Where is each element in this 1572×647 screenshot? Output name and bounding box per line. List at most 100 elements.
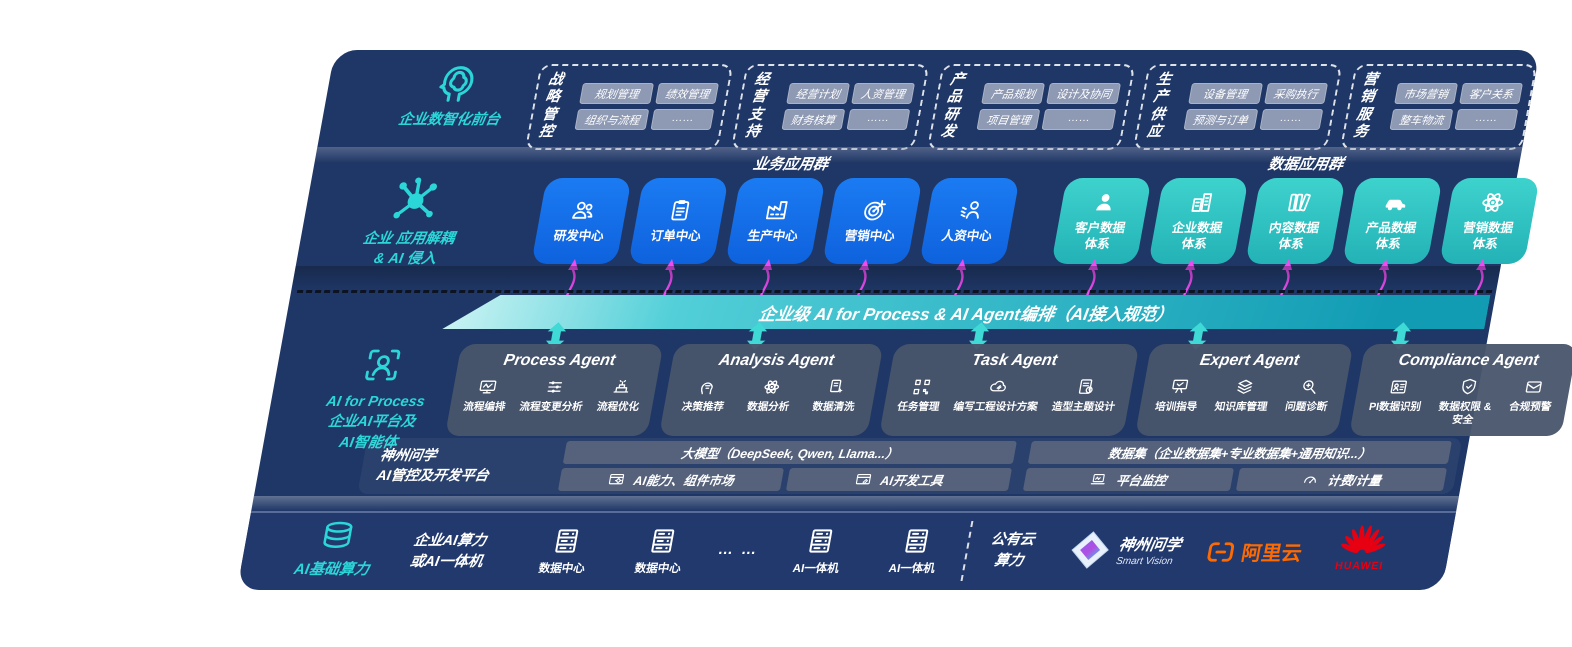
data-box-product: 产品数据 体系 xyxy=(1342,178,1443,264)
compute-band: AI基础算力 企业AI算力 或AI一体机 数据中心 数据中心 … … AI一体机… xyxy=(236,511,1457,590)
pill: 规划管理 xyxy=(579,83,655,105)
cloud-edit-icon xyxy=(987,377,1011,397)
group-pills: 产品规划 设计及协同 项目管理 …… xyxy=(976,83,1122,131)
app-box-production-center: 生产中心 xyxy=(725,178,826,264)
pill: …… xyxy=(1258,109,1323,131)
orchestration-band-label: 企业级 AI for Process & AI Agent编排（AI接入规范） xyxy=(757,304,1175,324)
front-office-groups: 战略 管控 规划管理 绩效管理 组织与流程 …… 经营 支持 经营计划 人资管理… xyxy=(524,64,1538,150)
agent-item: 流程编排 xyxy=(462,377,511,414)
huawei-flower-icon xyxy=(1341,525,1386,554)
front-office-label: 企业数智化前台 xyxy=(397,112,502,128)
data-box-label: 内容数据 体系 xyxy=(1267,221,1321,251)
pill: 产品规划 xyxy=(981,83,1046,105)
aliyun-label: 阿里云 xyxy=(1239,543,1304,565)
data-box-customer: 客户数据 体系 xyxy=(1051,178,1152,264)
data-box-label: 客户数据 体系 xyxy=(1073,221,1127,251)
workflow-board-icon xyxy=(476,377,500,397)
molecule-icon xyxy=(321,174,510,226)
agent-title: Expert Agent xyxy=(1198,352,1301,369)
design-doc-icon xyxy=(1075,377,1099,397)
pill: 绩效管理 xyxy=(655,83,720,105)
agent-title: Task Agent xyxy=(970,352,1059,369)
pill: 客户关系 xyxy=(1459,83,1523,105)
agent-title: Analysis Agent xyxy=(717,352,836,369)
dataset-bar: 数据集（企业数据集+专业数据集+通用知识...） xyxy=(1027,441,1452,464)
pill: 预测与订单 xyxy=(1182,109,1258,131)
scan-person-icon xyxy=(286,344,479,386)
server-icon xyxy=(803,526,838,556)
agent-task: Task Agent 任务管理 编写工程设计方案 造型主题设计 xyxy=(878,344,1140,437)
devtools-bar: AI开发工具 xyxy=(785,468,1013,491)
sliders-icon xyxy=(543,377,567,397)
building-icon xyxy=(1186,189,1218,216)
group-pills: 规划管理 绩效管理 组织与流程 …… xyxy=(574,83,720,131)
agent-item: 数据权限 & 安全 xyxy=(1435,377,1496,426)
agent-item: 培训指导 xyxy=(1154,377,1203,414)
pill: 人资管理 xyxy=(850,83,915,105)
diagnosis-icon xyxy=(1298,377,1322,397)
pill: …… xyxy=(846,109,911,131)
agent-item: 合规预警 xyxy=(1508,377,1557,414)
smartvision-logo: 神州问学 Smart Vision xyxy=(1067,530,1184,570)
business-apps-title: 业务应用群 xyxy=(751,156,830,173)
updown-arrow xyxy=(542,321,569,351)
alert-mail-icon xyxy=(1522,377,1546,397)
pill: 项目管理 xyxy=(976,109,1041,131)
smartvision-diamond-icon xyxy=(1071,531,1109,569)
agent-item: 造型主题设计 xyxy=(1051,377,1121,414)
platform-left-group: 大模型（DeepSeek, Qwen, Llama...） AI能力、组件市场 … xyxy=(557,441,1017,491)
agent-item: 数据清洗 xyxy=(811,377,860,414)
app-box-order-center: 订单中心 xyxy=(628,178,729,264)
group-title: 产品 研发 xyxy=(939,72,967,141)
pill: …… xyxy=(650,109,715,131)
app-box-hr-center: 人资中心 xyxy=(919,178,1020,264)
training-icon xyxy=(1168,377,1192,397)
aliyun-bracket-icon xyxy=(1207,541,1235,562)
updown-arrow xyxy=(743,321,770,351)
pill: 市场营销 xyxy=(1394,83,1458,105)
clipboard-icon xyxy=(664,197,696,224)
atom-analysis-icon xyxy=(760,377,784,397)
updown-arrow xyxy=(965,321,992,351)
agent-compliance: Compliance Agent PI数据识别 数据权限 & 安全 合规预警 xyxy=(1348,344,1572,437)
agent-process: Process Agent 流程编排 流程变更分析 流程优化 xyxy=(444,344,664,437)
market-icon xyxy=(606,471,626,488)
customer-icon xyxy=(1089,189,1121,216)
billing-bar: 计费/计量 xyxy=(1235,468,1448,491)
task-grid-icon xyxy=(910,377,934,397)
data-box-content: 内容数据 体系 xyxy=(1245,178,1346,264)
data-clean-icon xyxy=(825,377,849,397)
data-box-label: 产品数据 体系 xyxy=(1364,221,1418,251)
agent-item: 决策推荐 xyxy=(681,377,730,414)
smartvision-cn: 神州问学 xyxy=(1117,537,1183,554)
app-box-marketing-center: 营销中心 xyxy=(822,178,923,264)
agents-row: Process Agent 流程编排 流程变更分析 流程优化 Analysis … xyxy=(444,344,1572,437)
compute-node: 数据中心 xyxy=(621,526,700,576)
monitor-icon xyxy=(1089,471,1109,488)
integration-dashed-line xyxy=(296,290,1493,293)
group-production-supply: 生产 供应 设备管理 采购执行 预测与订单 …… xyxy=(1133,64,1343,150)
app-layer-label: 企业 应用解耦 & AI 侵入 xyxy=(361,231,456,267)
pill: …… xyxy=(1454,109,1519,131)
agent-item: 问题诊断 xyxy=(1284,377,1333,414)
group-product-rd: 产品 研发 产品规划 设计及协同 项目管理 …… xyxy=(926,64,1136,150)
group-title: 生产 供应 xyxy=(1145,72,1173,141)
divider-dashed xyxy=(960,521,974,581)
pill: 整车物流 xyxy=(1389,109,1454,131)
agent-item: 数据分析 xyxy=(746,377,795,414)
agent-item: 编写工程设计方案 xyxy=(952,377,1043,414)
layer-edge xyxy=(251,496,1459,511)
app-box-label: 研发中心 xyxy=(552,229,605,244)
updown-arrow xyxy=(1184,321,1211,351)
platform-strip: 神州问学 AI管控及开发平台 大模型（DeepSeek, Qwen, Llama… xyxy=(357,438,1463,494)
group-pills: 经营计划 人资管理 财务核算 …… xyxy=(781,83,915,131)
agent-item: 知识库管理 xyxy=(1214,377,1273,414)
app-box-label: 营销中心 xyxy=(843,229,896,244)
group-strategy: 战略 管控 规划管理 绩效管理 组织与流程 …… xyxy=(524,64,734,150)
app-box-label: 人资中心 xyxy=(940,229,993,244)
agent-title: Compliance Agent xyxy=(1397,352,1541,369)
front-office-legend: 企业数智化前台 xyxy=(363,60,546,129)
business-apps: 研发中心 订单中心 生产中心 营销中心 人资中心 xyxy=(531,178,1020,264)
knowledge-layers-icon xyxy=(1233,377,1257,397)
agent-expert: Expert Agent 培训指导 知识库管理 问题诊断 xyxy=(1134,344,1354,437)
